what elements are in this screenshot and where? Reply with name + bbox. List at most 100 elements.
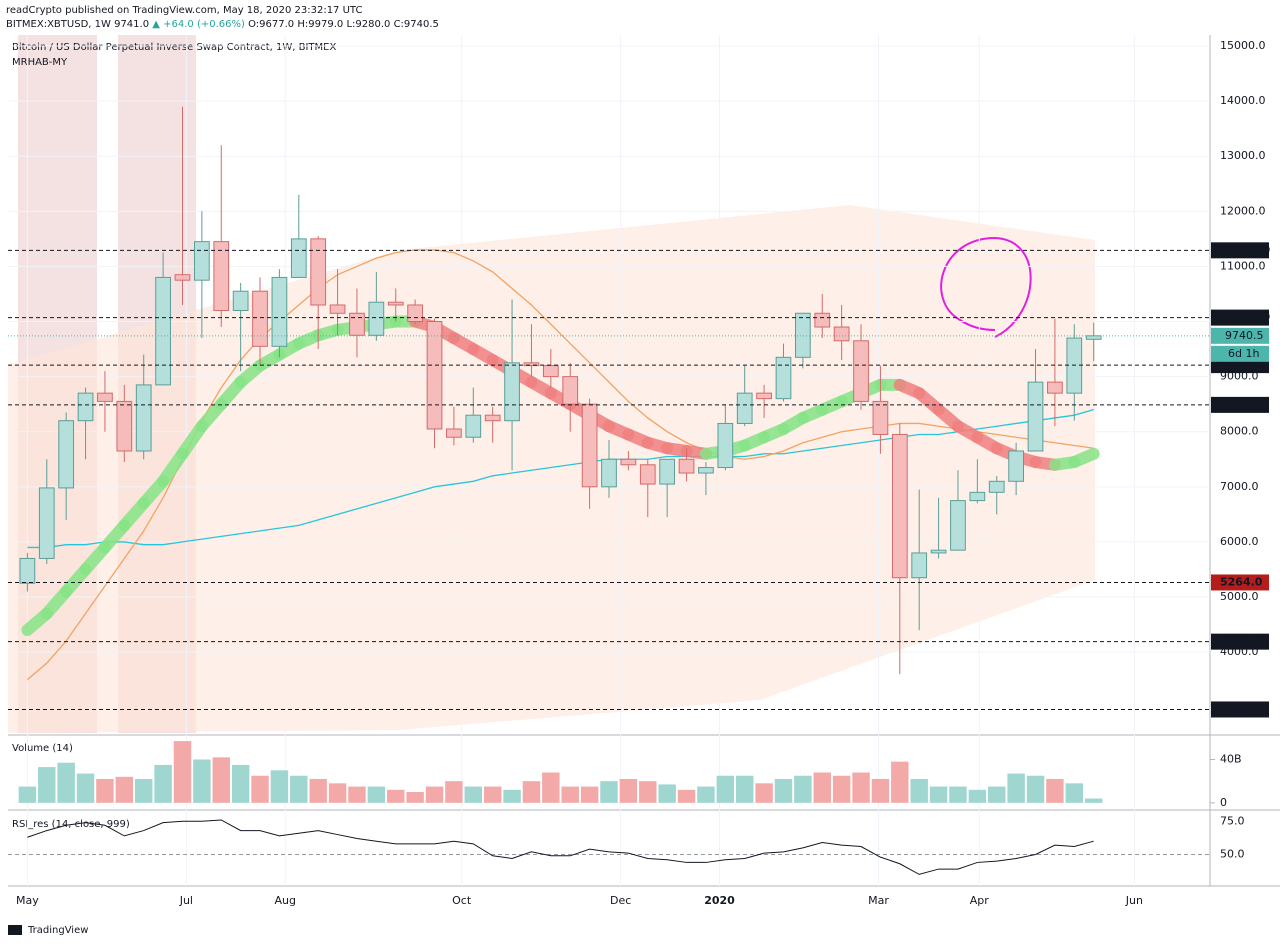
level-label: 10071.0 xyxy=(1220,311,1270,324)
candle-body xyxy=(465,414,482,438)
volume-bar xyxy=(580,786,599,803)
candle-body xyxy=(542,365,559,378)
candle-body xyxy=(290,238,307,278)
volume-bar xyxy=(193,759,211,803)
high: H:9979.0 xyxy=(297,19,343,30)
candle-body xyxy=(77,392,94,422)
candle-body xyxy=(930,549,947,554)
y-tick-label: 12000.0 xyxy=(1220,204,1266,217)
last-price-badge xyxy=(1211,327,1269,344)
volume-bar xyxy=(794,775,812,803)
level-label: 5264.0 xyxy=(1220,575,1263,588)
volume-bar xyxy=(154,764,172,803)
volume-bar xyxy=(425,786,444,803)
volume-bar xyxy=(522,781,541,803)
footer: TradingView xyxy=(27,925,88,936)
volume-bar xyxy=(600,781,618,803)
candle-body xyxy=(97,392,113,402)
candle-body xyxy=(1085,335,1102,340)
x-tick-label: Mar xyxy=(868,894,889,907)
candle-body xyxy=(329,304,346,314)
candle-body xyxy=(1008,450,1024,482)
volume-bar xyxy=(38,767,56,803)
chart-title: Bitcoin / US Dollar Perpetual Inverse Sw… xyxy=(12,42,336,53)
volume-bar xyxy=(290,775,308,803)
candle-body xyxy=(407,304,423,323)
x-tick-label: Dec xyxy=(610,894,631,907)
volume-bar xyxy=(57,762,75,803)
candle-body xyxy=(1027,381,1044,452)
candle-body xyxy=(368,301,385,336)
moving-average xyxy=(27,409,1094,549)
volume-bar xyxy=(832,775,851,803)
volume-bar xyxy=(755,783,773,803)
y-tick-label: 15000.0 xyxy=(1220,39,1266,52)
level-label: 2959.0 xyxy=(1220,702,1263,715)
y-tick-label: 5000.0 xyxy=(1220,590,1259,603)
volume-bar xyxy=(929,786,948,803)
candle-body xyxy=(969,491,986,502)
volume-bar xyxy=(309,779,327,803)
x-tick-label: Jul xyxy=(179,894,193,907)
publisher: readCrypto published on TradingView.com,… xyxy=(6,5,362,16)
volume-bar xyxy=(1026,775,1045,803)
countdown-label: 6d 1h xyxy=(1228,347,1259,360)
volume-bar xyxy=(76,773,95,803)
y-tick-label: 40B xyxy=(1220,753,1242,766)
volume-bar xyxy=(561,786,579,803)
level-badge xyxy=(1211,701,1269,718)
candle-body xyxy=(349,312,365,336)
candle-body xyxy=(562,376,579,405)
volume-bar xyxy=(988,786,1006,803)
candle-body xyxy=(872,400,889,435)
candle-body xyxy=(601,458,617,488)
candle-body xyxy=(38,487,55,559)
volume-bar xyxy=(716,775,735,803)
candle-body xyxy=(523,362,540,367)
candle-body xyxy=(426,321,443,430)
volume-bar xyxy=(619,779,638,803)
candle-body xyxy=(717,422,734,469)
level-label: 11292.0 xyxy=(1220,243,1270,256)
volume-bar xyxy=(697,786,715,803)
candle-body xyxy=(504,362,520,422)
volume-bar xyxy=(406,792,424,803)
y-tick-label: 6000.0 xyxy=(1220,535,1259,548)
volume-title: Volume (14) xyxy=(12,743,73,754)
candle-body xyxy=(271,276,288,347)
rsi-line xyxy=(27,819,1094,875)
candle-body xyxy=(155,276,171,386)
level-badge xyxy=(1211,633,1269,650)
candle-body xyxy=(446,428,462,438)
candle-body xyxy=(484,414,501,422)
volume-bar xyxy=(387,789,405,803)
last-price-label: 9740.5 xyxy=(1225,329,1264,342)
x-tick-label: Oct xyxy=(452,894,472,907)
candle-body xyxy=(756,392,772,400)
change: ▲ +64.0 (+0.66%) xyxy=(152,19,245,30)
level-label: 8487.0 xyxy=(1220,398,1263,411)
volume-bar xyxy=(968,789,987,803)
footer-logo xyxy=(8,925,22,935)
volume-bar xyxy=(445,781,463,803)
volume-bar xyxy=(871,779,890,803)
indicator-name: MRHAB-MY xyxy=(12,57,68,68)
candle-body xyxy=(232,290,249,311)
y-tick-label: 75.0 xyxy=(1220,814,1245,827)
candle-body xyxy=(853,340,869,402)
x-tick-label: May xyxy=(16,894,39,907)
y-tick-label: 13000.0 xyxy=(1220,149,1266,162)
hand-drawn-circle xyxy=(940,236,1032,338)
x-tick-label: Apr xyxy=(970,894,990,907)
volume-bar xyxy=(735,775,754,803)
candle-body xyxy=(950,500,966,551)
volume-bar xyxy=(658,784,676,803)
y-tick-label: 14000.0 xyxy=(1220,94,1266,107)
volume-bar xyxy=(18,786,37,803)
volume-bar xyxy=(212,757,230,803)
countdown-badge xyxy=(1211,345,1269,362)
candle-body xyxy=(213,241,230,311)
level-badge xyxy=(1211,574,1269,591)
level-badge xyxy=(1211,309,1269,326)
